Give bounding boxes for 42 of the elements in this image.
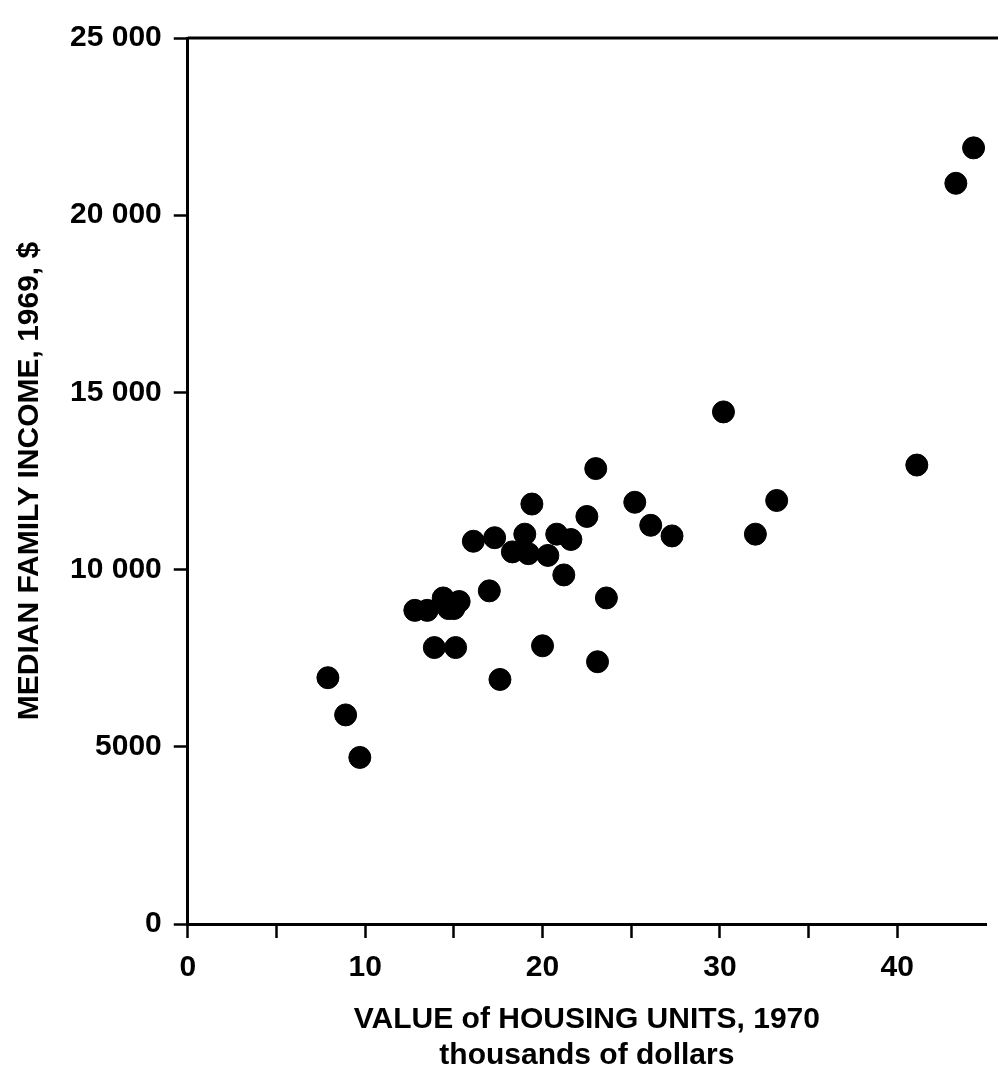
point [765,488,789,512]
point [575,504,599,528]
point [422,636,446,660]
y-tick-label: 0 [145,905,162,939]
y-tick-label: 5000 [95,728,162,762]
point [743,522,767,546]
point [516,542,540,566]
y-tick-label: 20 000 [69,196,162,230]
x-tick-label: 20 [525,949,560,983]
point [711,400,735,424]
point [444,636,468,660]
point [944,171,968,195]
point [316,666,340,690]
point [488,667,512,691]
point [520,492,544,516]
point [477,579,501,603]
point [559,527,583,551]
point [660,524,684,548]
point [639,513,663,537]
point [513,522,537,546]
point [531,634,555,658]
point [905,453,929,477]
point [623,490,647,514]
point [483,526,507,550]
y-tick-label: 15 000 [69,373,162,407]
x-tick-label: 10 [348,949,382,983]
x-axis-title: VALUE of HOUSING UNITS, 1970 thousands of dollars [353,1001,820,1071]
point [552,563,576,587]
y-tick-label: 10 000 [69,550,162,584]
point [594,586,618,610]
y-tick-label: 25 000 [69,19,162,53]
x-tick-label: 40 [880,949,914,983]
y-axis-title: MEDIAN FAMILY INCOME, 1969, $ [11,241,45,721]
x-tick-label: 0 [179,949,197,983]
point [586,650,610,674]
point [334,703,358,727]
x-tick-label: 30 [703,949,737,983]
point [962,136,986,160]
point [348,745,372,769]
point [584,457,608,481]
point [536,543,560,567]
point [461,529,485,553]
